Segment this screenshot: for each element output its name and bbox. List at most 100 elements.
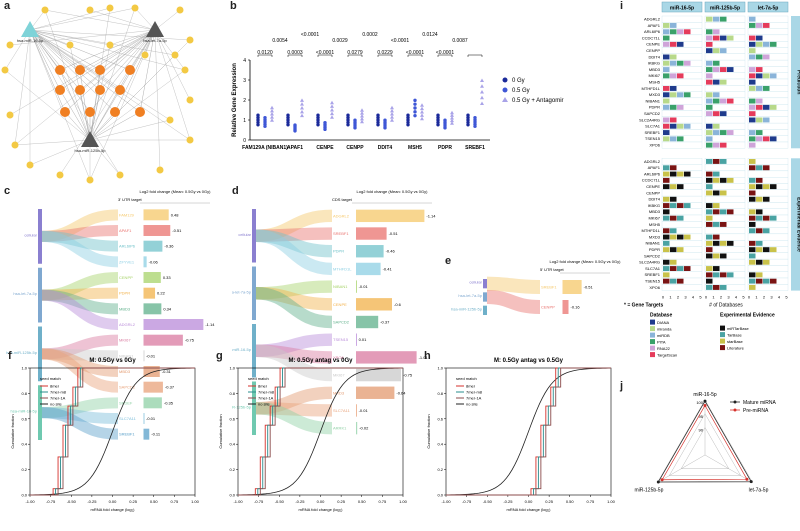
evidence-bar [670, 260, 677, 265]
fold-change-bar [356, 316, 378, 328]
evidence-bar [756, 279, 763, 284]
network-hub-label: hsa-miR-125b-5p [75, 148, 107, 153]
radar-point [661, 478, 664, 481]
fold-change-value: -1.14 [426, 213, 436, 218]
evidence-bar [756, 241, 763, 246]
evidence-bar [727, 99, 734, 104]
evidence-bar [706, 241, 713, 246]
evidence-bar [663, 124, 670, 129]
fold-change-bar [144, 272, 161, 283]
db-legend-title: Database [650, 313, 672, 319]
y-tick-label: 0.8 [437, 391, 443, 396]
network-node-leaf [87, 177, 94, 184]
sankey-source-node [252, 267, 256, 321]
panel-g: g M: 0.5Gy antag vs 0Gy-1.00-0.75-0.50-0… [208, 350, 413, 526]
y-tick-label: 1.0 [21, 366, 27, 371]
gene-label: MBD3 [649, 67, 661, 72]
evidence-bar [763, 105, 770, 110]
evidence-bar [749, 99, 756, 104]
x-axis-label: mRNA fold change (log₂) [506, 507, 551, 512]
evidence-bar [670, 118, 677, 123]
data-point [450, 111, 454, 115]
sankey-source-label: hsa-let-7a-5p [232, 289, 252, 294]
grid-cell [748, 171, 788, 177]
evidence-bar [749, 228, 756, 233]
network-node-core [95, 85, 105, 95]
radar-tick: 95 [699, 414, 704, 419]
evidence-bar [749, 111, 756, 116]
sankey-target-label: SREBF1 [541, 285, 557, 290]
evidence-bar [756, 67, 763, 72]
evidence-bar [713, 266, 720, 271]
fold-change-value: -0.51 [389, 231, 399, 236]
evidence-bar [756, 209, 763, 214]
radar-chart: 1009590miR-16-5plet-7a-5pmiR-125b-5pMatu… [620, 380, 800, 526]
panel-label-b: b [230, 0, 237, 12]
sankey-target-label: MKI67 [119, 338, 131, 343]
network-node-leaf [7, 112, 14, 119]
evidence-bar [749, 105, 756, 110]
y-tick-label: 0.6 [437, 416, 443, 421]
legend-marker [734, 409, 737, 412]
evidence-bar [670, 136, 677, 141]
evidence-bar [756, 23, 763, 28]
data-point [256, 114, 259, 117]
evidence-bar [720, 111, 727, 116]
x-tick-label: -0.75 [254, 499, 264, 504]
evidence-bar [749, 260, 756, 265]
network-edge [5, 70, 90, 140]
p-value-top: 0.0124 [422, 32, 438, 38]
gene-label: SLC2A4RG [639, 260, 660, 265]
fold-change-value: 0.48 [171, 212, 180, 217]
sankey-target-label: SAPCD2 [333, 320, 350, 325]
evidence-bar [763, 55, 770, 60]
evidence-bar [756, 42, 763, 47]
x-tick-label: 4 [692, 295, 695, 300]
legend-label: 7mer-m8 [50, 390, 67, 395]
evidence-bar [749, 86, 756, 91]
legend-label: 8mer [258, 384, 268, 389]
legend-marker [734, 401, 737, 404]
evidence-bar [684, 29, 691, 34]
gene-label: IKBKG [648, 61, 660, 66]
evidence-bar [713, 172, 720, 177]
y-tick-label: 0.2 [437, 467, 443, 472]
sankey-source-node [252, 209, 256, 263]
evidence-bar [706, 159, 713, 164]
data-point [323, 121, 326, 124]
network-node-leaf [187, 37, 194, 44]
evidence-bar [706, 136, 713, 141]
evidence-bar [756, 247, 763, 252]
network-edge [155, 30, 160, 170]
evidence-bar [749, 216, 756, 221]
evidence-bar [663, 235, 670, 240]
evidence-bar [670, 105, 677, 110]
evidence-bar [670, 279, 677, 284]
x-tick-label: 5 [742, 295, 745, 300]
plot-title: M: 0.5Gy antag vs 0.5Gy [494, 358, 564, 364]
evidence-bar [684, 172, 691, 177]
y-tick-label: 0.4 [229, 442, 235, 447]
evidence-bar [713, 48, 720, 53]
x-tick-label: 1.00 [191, 499, 200, 504]
evidence-bar [727, 36, 734, 41]
column-title: CDS target [332, 197, 353, 202]
evidence-bar [749, 159, 756, 164]
evidence-bar [756, 86, 763, 91]
gene-label: MXD3 [649, 92, 661, 97]
legend-label: 8mer [50, 384, 60, 389]
evidence-bar [770, 184, 777, 189]
network-edge [45, 10, 90, 140]
network-node-leaf [2, 67, 9, 74]
evidence-bar [670, 197, 677, 202]
evidence-bar [749, 136, 756, 141]
data-point [330, 115, 334, 119]
evidence-bar [756, 136, 763, 141]
network-node-leaf [107, 42, 114, 49]
fold-change-value: 0.33 [163, 275, 172, 280]
evidence-bar [706, 184, 713, 189]
evidence-bar [770, 216, 777, 221]
gene-label: ARL6IP6 [644, 29, 661, 34]
gene-label: CENPE [646, 42, 660, 47]
